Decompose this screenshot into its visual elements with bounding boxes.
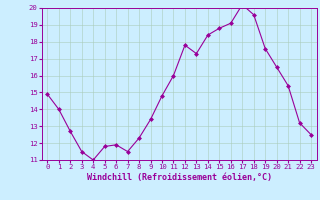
X-axis label: Windchill (Refroidissement éolien,°C): Windchill (Refroidissement éolien,°C) — [87, 173, 272, 182]
